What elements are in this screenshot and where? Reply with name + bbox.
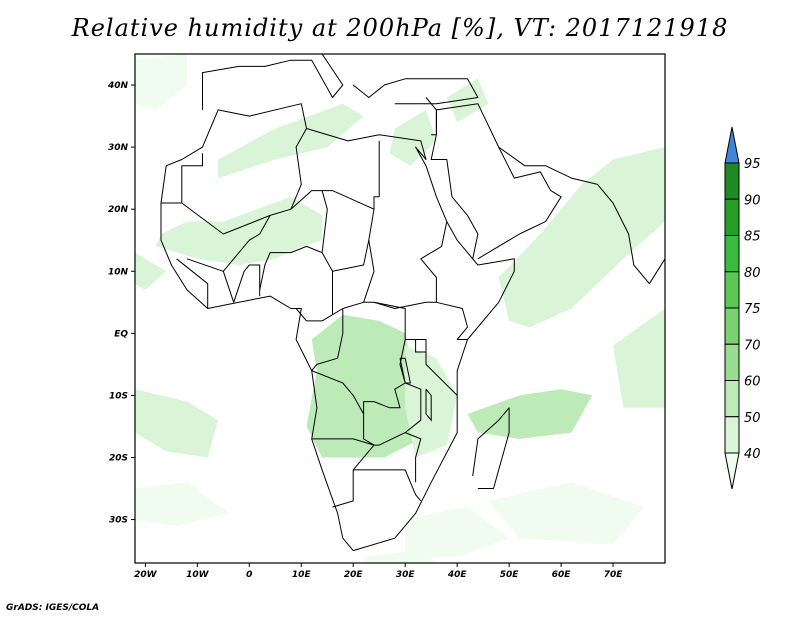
border-line (332, 301, 364, 316)
border-line (311, 301, 406, 415)
border-line (363, 221, 448, 309)
border-line (202, 54, 344, 110)
country-borders-layer (160, 54, 665, 552)
humidity-region-egypt-red-sea (389, 109, 437, 166)
lat-tick-label: 20S (109, 453, 128, 463)
border-line (321, 190, 375, 272)
colorbar-label: 95 (744, 157, 761, 172)
lat-tick-label: 10S (109, 391, 128, 401)
border-line (176, 258, 209, 309)
colorbar-label: 50 (744, 411, 761, 426)
humidity-region-sahel-west (155, 196, 323, 265)
humidity-region-south-pacific-strip (363, 550, 437, 563)
lon-tick-label: 20E (344, 570, 364, 580)
colorbar-label: 80 (744, 266, 761, 281)
lat-tick-label: 30N (108, 143, 129, 153)
lat-tick-label: 30S (109, 516, 128, 526)
border-line (160, 103, 515, 552)
border-line (436, 301, 468, 340)
lon-tick-label: 40E (447, 570, 468, 580)
humidity-region-south-indian-ocean (467, 389, 593, 439)
map-title: Relative humidity at 200hPa [%], VT: 201… (71, 14, 729, 42)
colorbar-label: 40 (744, 447, 761, 462)
lon-tick-label: 70E (604, 570, 624, 580)
map-frame (134, 53, 666, 564)
lon-tick-label: 10E (292, 570, 312, 580)
humidity-region-south-atlantic-2 (135, 482, 229, 526)
border-line (311, 308, 344, 371)
colorbar-segment (724, 271, 740, 309)
border-line (311, 438, 375, 508)
lon-tick-label: 50E (500, 570, 520, 580)
humidity-region-bay-of-bengal-side (613, 308, 665, 408)
humidity-fill-layer (135, 54, 665, 563)
humidity-region-indian-ocean-far-south (488, 482, 645, 545)
longitude-axis: 20W 10W 0 10E 20E 30E 40E 50E 60E 70E (134, 563, 623, 580)
colorbar-label: 90 (744, 193, 761, 208)
border-line (161, 153, 203, 204)
colorbar-label: 85 (744, 230, 761, 245)
lon-tick-label: 20W (134, 570, 158, 580)
border-line (353, 469, 422, 502)
colorbar-legend: 40 50 60 70 75 80 85 90 95 (724, 126, 761, 490)
lat-tick-label: 20N (108, 205, 129, 215)
grads-credit: GrADS: IGES/COLA (6, 603, 100, 613)
border-line (405, 339, 458, 396)
border-line (498, 146, 665, 285)
latitude-axis: 40N 30N 20N 10N EQ 10S 20S 30S (107, 81, 135, 526)
lon-tick-label: 10W (186, 570, 210, 580)
border-line (430, 103, 562, 260)
colorbar-label: 60 (744, 375, 761, 390)
lon-tick-label: 60E (552, 570, 572, 580)
border-line (186, 215, 271, 272)
humidity-region-mozambique-channel-south (405, 507, 510, 557)
humidity-region-north-africa-band (218, 103, 364, 179)
border-line (405, 432, 422, 483)
colorbar-segment (724, 343, 740, 381)
humidity-region-arabian-sea-india (498, 147, 665, 328)
lake-outline (399, 357, 412, 384)
border-line (295, 271, 333, 322)
lake-outline (425, 388, 432, 422)
border-line (222, 264, 261, 303)
humidity-region-central-africa (306, 314, 421, 458)
colorbar-bottom-arrow (724, 452, 740, 490)
colorbar-top-arrow (724, 126, 740, 164)
lon-tick-label: 0 (246, 570, 252, 580)
colorbar-segment (724, 416, 740, 454)
lake-outline (415, 339, 427, 353)
border-line (352, 78, 479, 105)
border-line (472, 407, 510, 489)
colorbar-segment (724, 198, 740, 236)
colorbar-segment (724, 380, 740, 418)
humidity-region-mediterranean-east (446, 78, 489, 123)
colorbar-label: 70 (744, 338, 761, 353)
lat-tick-label: 40N (107, 81, 129, 91)
border-line (290, 128, 307, 210)
colorbar-segment (724, 162, 740, 200)
lon-tick-label: 30E (396, 570, 416, 580)
colorbar-segment (724, 307, 740, 345)
border-line (363, 382, 422, 446)
colorbar-segment (724, 235, 740, 273)
humidity-region-south-atlantic (135, 389, 219, 458)
humidity-region-west-atlantic-itcz (135, 252, 167, 290)
lat-tick-label: EQ (114, 329, 128, 339)
lat-tick-label: 10N (108, 267, 129, 277)
humidity-region-north-atlantic-strip (135, 54, 187, 110)
border-line (259, 245, 323, 297)
colorbar-label: 75 (744, 302, 761, 317)
